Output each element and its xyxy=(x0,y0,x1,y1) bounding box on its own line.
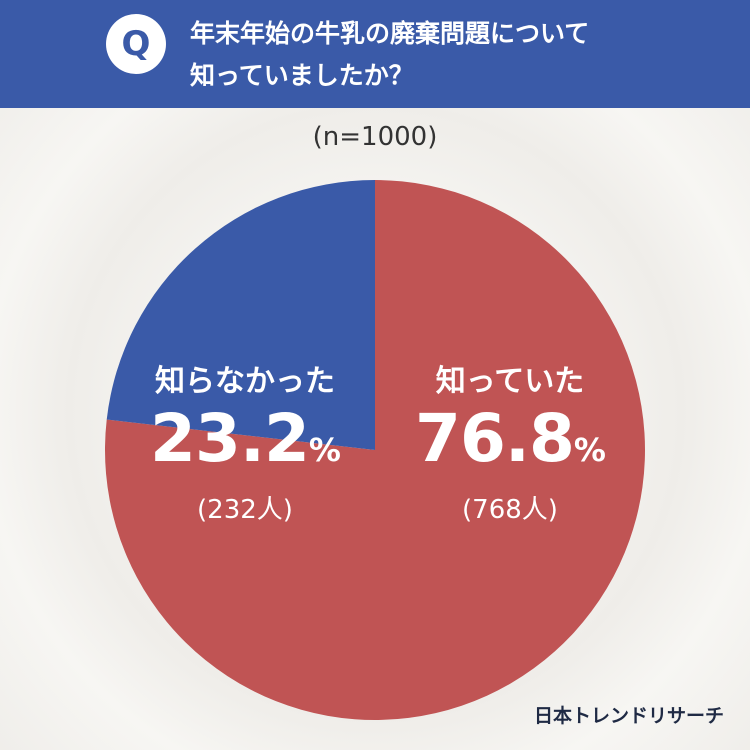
question-line-1: 年末年始の牛乳の廃棄問題について xyxy=(190,19,590,48)
label-knew-count: (768人) xyxy=(462,495,558,525)
label-knew: 知っていた 76.8% (768人) xyxy=(400,356,620,526)
label-knew-category: 知っていた xyxy=(435,364,585,399)
label-didnt-know-count: (232人) xyxy=(197,495,293,525)
question-line-2: 知っていましたか？ xyxy=(190,61,414,90)
question-header: Q 年末年始の牛乳の廃棄問題について 知っていましたか？ xyxy=(0,0,750,108)
pie-slice-didnt-know xyxy=(106,179,375,450)
label-didnt-know-category: 知らなかった xyxy=(155,364,335,399)
label-didnt-know: 知らなかった 23.2% (232人) xyxy=(130,356,360,526)
q-badge: Q xyxy=(106,14,166,74)
label-didnt-know-percent: 23.2% xyxy=(150,400,341,477)
brand-logo: 日本トレンドリサーチ xyxy=(533,705,724,727)
label-knew-percent: 76.8% xyxy=(415,400,606,477)
sample-size: (n=1000) xyxy=(312,122,438,152)
